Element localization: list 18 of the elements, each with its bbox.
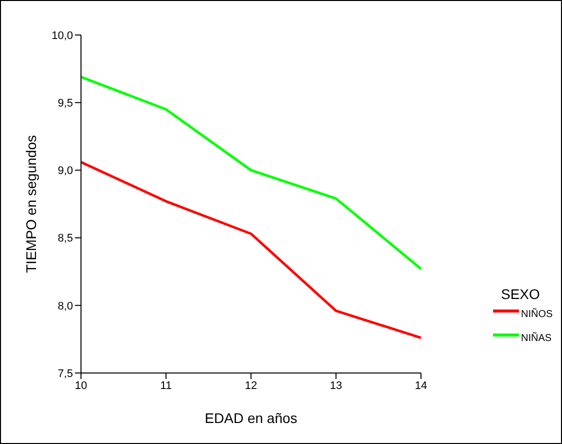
y-tick-label: 9,0 (58, 165, 73, 178)
x-tick-label: 10 (74, 380, 88, 392)
x-tick-label: 12 (244, 380, 258, 392)
x-tick-label: 14 (414, 380, 428, 392)
line-series (81, 160, 421, 340)
y-tick-label: 10,0 (52, 30, 73, 42)
y-tick-label: 8,5 (58, 232, 73, 245)
legend-title: SEXO (501, 286, 541, 302)
legend-label: NIÑOS (521, 309, 553, 320)
x-tick-label: 11 (160, 380, 172, 392)
y-axis-title: TIEMPO en segundos (22, 135, 39, 273)
y-tick-label: 8,0 (58, 300, 73, 312)
x-tick-label: 13 (330, 380, 342, 392)
legend-label: NIÑAS (521, 333, 552, 344)
y-tick-label: 7,5 (58, 368, 73, 380)
y-tick-label: 9,5 (58, 98, 73, 110)
x-axis-title: EDAD en años (204, 410, 298, 426)
line-series (81, 76, 421, 270)
